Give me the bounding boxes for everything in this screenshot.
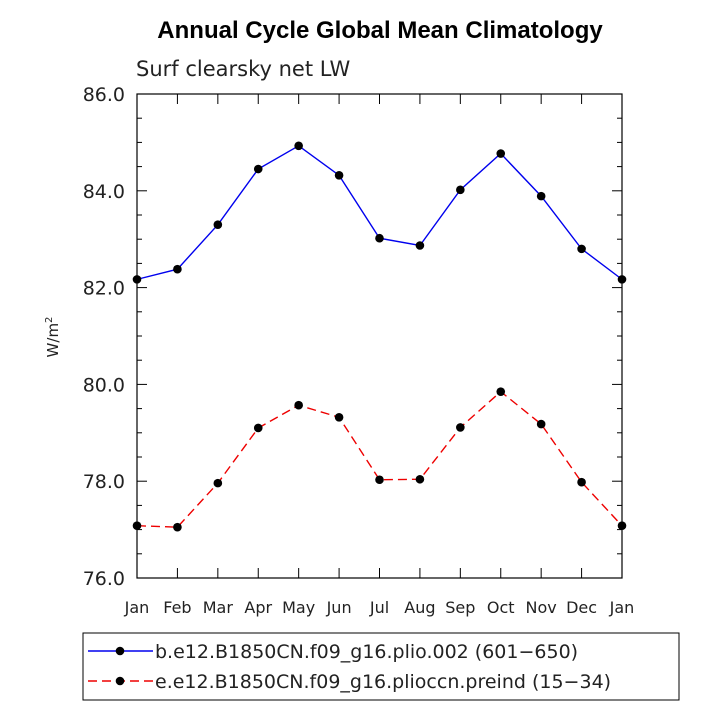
series-1-point — [496, 149, 506, 158]
series-2-point — [536, 419, 546, 429]
series-2-point — [213, 478, 223, 488]
legend-box — [82, 632, 680, 701]
x-tick-label: May — [282, 598, 315, 617]
series-1-point — [294, 141, 303, 151]
x-tick-label: Feb — [163, 598, 191, 617]
series-2-point — [334, 413, 344, 422]
series-2-point — [456, 423, 465, 432]
series-2-point — [294, 400, 303, 410]
series-2-point — [577, 477, 586, 487]
series-2-point — [132, 521, 142, 531]
series-2-point — [173, 522, 182, 532]
chart-subtitle: Surf clearsky net LW — [136, 57, 351, 81]
x-tick-label: Nov — [526, 598, 557, 617]
y-tick-label: 86.0 — [83, 84, 125, 106]
series-line-1 — [136, 144, 623, 281]
series-2-point — [496, 387, 506, 396]
series-1-point — [173, 264, 182, 274]
series-2-point — [375, 475, 384, 485]
x-tick-label: Aug — [404, 598, 435, 617]
y-axis-label: W/m2 — [44, 317, 62, 358]
series-2-point — [415, 474, 425, 484]
x-tick-label: Dec — [566, 598, 597, 617]
legend-label-2: e.e12.B1850CN.f09_g16.plioccn.preind (15… — [155, 671, 611, 693]
series-1-point — [334, 171, 344, 180]
y-tick-label: 76.0 — [83, 568, 125, 590]
series-2-point — [617, 521, 627, 531]
y-tick-label: 80.0 — [83, 374, 125, 396]
plot-frame — [136, 93, 623, 579]
x-tick-label: Mar — [203, 598, 234, 617]
x-tick-label: Sep — [445, 598, 475, 617]
x-tick-label: Jan — [609, 598, 635, 617]
x-tick-label: Jul — [369, 598, 389, 617]
y-tick-label: 84.0 — [83, 181, 125, 203]
legend-marker-1 — [115, 646, 125, 656]
x-tick-label: Jan — [124, 598, 150, 617]
series-1-point — [536, 191, 546, 201]
legend-label-1: b.e12.B1850CN.f09_g16.plio.002 (601−650) — [155, 641, 578, 663]
chart-title: Annual Cycle Global Mean Climatology — [157, 17, 603, 44]
series-1-point — [253, 164, 263, 174]
series-1-point — [577, 244, 586, 254]
x-tick-label: Jun — [326, 598, 352, 617]
series-line-2 — [136, 390, 623, 528]
y-axis-label-superscript: 2 — [44, 317, 55, 323]
x-tick-label: Oct — [487, 598, 515, 617]
series-1-point — [375, 233, 384, 243]
series-1-point — [415, 241, 425, 250]
legend-marker-2 — [115, 676, 125, 686]
y-tick-label: 78.0 — [83, 471, 125, 493]
series-1-point — [132, 275, 142, 284]
series-1-point — [456, 185, 465, 195]
series-1-point — [617, 275, 627, 284]
y-tick-label: 82.0 — [83, 278, 125, 300]
x-tick-label: Apr — [244, 598, 272, 617]
series-2-point — [253, 423, 263, 433]
series-1-point — [213, 220, 223, 229]
y-axis-label-text: W/m — [44, 323, 62, 358]
